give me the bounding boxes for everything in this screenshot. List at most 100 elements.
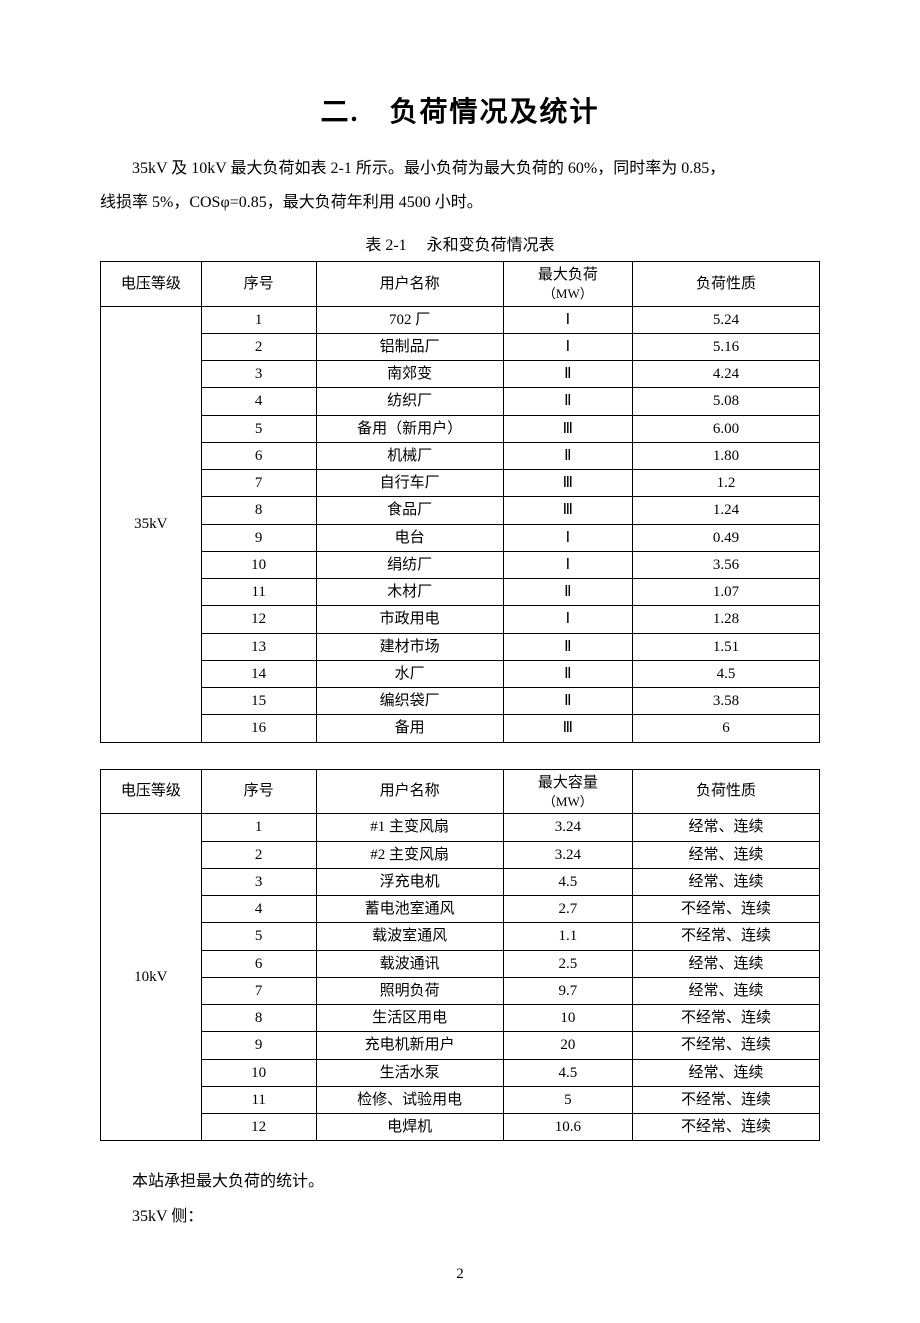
cell-prop: 5.08 xyxy=(633,388,820,415)
cell-seq: 3 xyxy=(201,868,316,895)
table-row: 2铝制品厂Ⅰ5.16 xyxy=(101,333,820,360)
cell-prop: 不经常、连续 xyxy=(633,896,820,923)
load-table-35kv: 电压等级 序号 用户名称 最大负荷 （MW） 负荷性质 35kV1702 厂Ⅰ5… xyxy=(100,261,820,743)
cell-user: 绢纺厂 xyxy=(316,551,503,578)
cell-max: Ⅰ xyxy=(503,306,632,333)
cell-max: Ⅲ xyxy=(503,470,632,497)
table-row: 6载波通讯2.5经常、连续 xyxy=(101,950,820,977)
cell-user: 浮充电机 xyxy=(316,868,503,895)
cell-max: 2.7 xyxy=(503,896,632,923)
table-row: 13建材市场Ⅱ1.51 xyxy=(101,633,820,660)
cell-user: 蓄电池室通风 xyxy=(316,896,503,923)
cell-user: #1 主变风扇 xyxy=(316,814,503,841)
cell-seq: 5 xyxy=(201,415,316,442)
cell-seq: 11 xyxy=(201,579,316,606)
cell-prop: 3.58 xyxy=(633,688,820,715)
header-seq: 序号 xyxy=(201,261,316,306)
cell-seq: 9 xyxy=(201,1032,316,1059)
cell-user: 铝制品厂 xyxy=(316,333,503,360)
cell-prop: 不经常、连续 xyxy=(633,1114,820,1141)
section-title: 二. 负荷情况及统计 xyxy=(100,90,820,130)
cell-max: 10 xyxy=(503,1005,632,1032)
cell-prop: 1.51 xyxy=(633,633,820,660)
cell-seq: 16 xyxy=(201,715,316,742)
header-voltage: 电压等级 xyxy=(101,261,202,306)
voltage-cell: 10kV xyxy=(101,814,202,1141)
table-row: 3浮充电机4.5经常、连续 xyxy=(101,868,820,895)
cell-prop: 3.56 xyxy=(633,551,820,578)
cell-user: 生活区用电 xyxy=(316,1005,503,1032)
header-user: 用户名称 xyxy=(316,261,503,306)
cell-seq: 12 xyxy=(201,1114,316,1141)
cell-user: 检修、试验用电 xyxy=(316,1086,503,1113)
table-row: 12电焊机10.6不经常、连续 xyxy=(101,1114,820,1141)
cell-seq: 2 xyxy=(201,841,316,868)
cell-max: 10.6 xyxy=(503,1114,632,1141)
cell-seq: 6 xyxy=(201,950,316,977)
table-row: 9电台Ⅰ0.49 xyxy=(101,524,820,551)
cell-seq: 5 xyxy=(201,923,316,950)
cell-prop: 1.28 xyxy=(633,606,820,633)
cell-seq: 7 xyxy=(201,977,316,1004)
table-row: 9充电机新用户20不经常、连续 xyxy=(101,1032,820,1059)
cell-user: 自行车厂 xyxy=(316,470,503,497)
cell-user: 702 厂 xyxy=(316,306,503,333)
header-voltage: 电压等级 xyxy=(101,769,202,814)
table-row: 15编织袋厂Ⅱ3.58 xyxy=(101,688,820,715)
cell-prop: 4.5 xyxy=(633,660,820,687)
cell-user: 充电机新用户 xyxy=(316,1032,503,1059)
table-header-row: 电压等级 序号 用户名称 最大容量 （MW） 负荷性质 xyxy=(101,769,820,814)
header-maxcap: 最大容量 （MW） xyxy=(503,769,632,814)
cell-max: Ⅲ xyxy=(503,497,632,524)
cell-max: Ⅱ xyxy=(503,388,632,415)
table-row: 10生活水泵4.5经常、连续 xyxy=(101,1059,820,1086)
cell-prop: 5.24 xyxy=(633,306,820,333)
table-header-row: 电压等级 序号 用户名称 最大负荷 （MW） 负荷性质 xyxy=(101,261,820,306)
cell-seq: 13 xyxy=(201,633,316,660)
cell-seq: 12 xyxy=(201,606,316,633)
cell-max: Ⅰ xyxy=(503,606,632,633)
cell-max: 3.24 xyxy=(503,841,632,868)
cell-prop: 不经常、连续 xyxy=(633,923,820,950)
table-row: 10kV1#1 主变风扇3.24经常、连续 xyxy=(101,814,820,841)
cell-seq: 11 xyxy=(201,1086,316,1113)
cell-user: 生活水泵 xyxy=(316,1059,503,1086)
cell-max: Ⅰ xyxy=(503,333,632,360)
table-row: 14水厂Ⅱ4.5 xyxy=(101,660,820,687)
cell-seq: 8 xyxy=(201,1005,316,1032)
cell-max: 2.5 xyxy=(503,950,632,977)
table-row: 4蓄电池室通风2.7不经常、连续 xyxy=(101,896,820,923)
header-maxload-line1: 最大负荷 xyxy=(538,267,598,283)
cell-seq: 4 xyxy=(201,388,316,415)
cell-max: 4.5 xyxy=(503,868,632,895)
table-row: 16备用Ⅲ6 xyxy=(101,715,820,742)
header-loadprop: 负荷性质 xyxy=(633,769,820,814)
cell-max: 4.5 xyxy=(503,1059,632,1086)
cell-seq: 1 xyxy=(201,306,316,333)
header-loadprop: 负荷性质 xyxy=(633,261,820,306)
cell-user: 备用（新用户） xyxy=(316,415,503,442)
cell-prop: 经常、连续 xyxy=(633,841,820,868)
page-number: 2 xyxy=(100,1266,820,1283)
voltage-cell: 35kV xyxy=(101,306,202,742)
cell-user: 南郊变 xyxy=(316,361,503,388)
cell-seq: 2 xyxy=(201,333,316,360)
cell-seq: 15 xyxy=(201,688,316,715)
cell-prop: 经常、连续 xyxy=(633,950,820,977)
cell-prop: 不经常、连续 xyxy=(633,1032,820,1059)
cell-seq: 9 xyxy=(201,524,316,551)
table-row: 7照明负荷9.7经常、连续 xyxy=(101,977,820,1004)
footer-paragraph-2: 35kV 侧： xyxy=(100,1202,820,1232)
intro-paragraph-1: 35kV 及 10kV 最大负荷如表 2-1 所示。最小负荷为最大负荷的 60%… xyxy=(100,154,820,184)
cell-user: 机械厂 xyxy=(316,442,503,469)
cell-user: 建材市场 xyxy=(316,633,503,660)
header-seq: 序号 xyxy=(201,769,316,814)
table-row: 6机械厂Ⅱ1.80 xyxy=(101,442,820,469)
cell-prop: 1.80 xyxy=(633,442,820,469)
cell-max: 3.24 xyxy=(503,814,632,841)
cell-prop: 4.24 xyxy=(633,361,820,388)
intro-paragraph-2: 线损率 5%，COSφ=0.85，最大负荷年利用 4500 小时。 xyxy=(100,188,820,218)
cell-prop: 1.24 xyxy=(633,497,820,524)
cell-prop: 不经常、连续 xyxy=(633,1005,820,1032)
cell-max: Ⅱ xyxy=(503,361,632,388)
